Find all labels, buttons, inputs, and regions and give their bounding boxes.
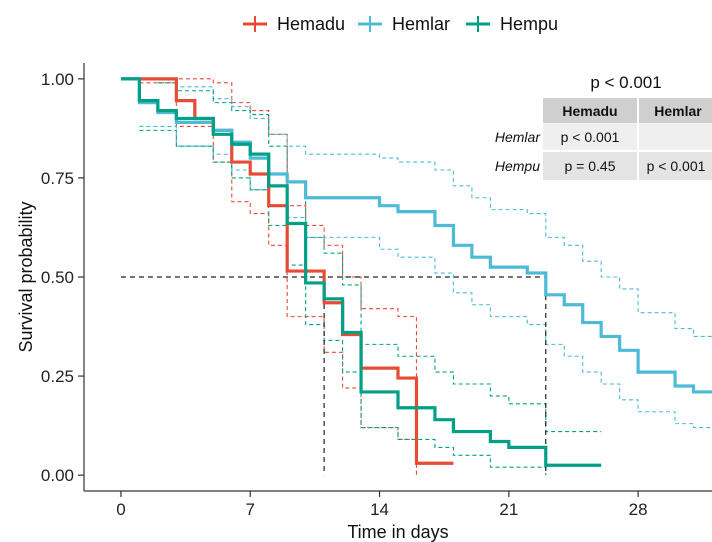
plot-area bbox=[120, 77, 712, 476]
survival-curve-hempu bbox=[120, 77, 602, 467]
table-cell-value: p < 0.001 bbox=[647, 158, 706, 174]
ci-upper-hemlar bbox=[139, 78, 712, 337]
y-ticks: 0.00 0.25 0.50 0.75 1.00 bbox=[41, 70, 84, 485]
legend-item-hemlar: Hemlar bbox=[358, 14, 450, 34]
survival-curve-hemlar bbox=[120, 77, 712, 394]
legend-label-hempu: Hempu bbox=[500, 14, 558, 34]
y-tick-label: 1.00 bbox=[41, 70, 74, 89]
table-cell-r1c1 bbox=[639, 152, 712, 180]
x-tick-label: 21 bbox=[499, 500, 518, 519]
table-cell-r1c0 bbox=[543, 152, 637, 180]
p-value-annotation: p < 0.001 bbox=[590, 73, 661, 92]
x-tick-label: 28 bbox=[629, 500, 648, 519]
x-tick-label: 0 bbox=[116, 500, 125, 519]
survival-curves bbox=[120, 77, 712, 467]
x-ticks: 0 7 14 21 28 bbox=[116, 491, 648, 519]
x-tick-label: 14 bbox=[370, 500, 389, 519]
median-lines bbox=[120, 276, 547, 476]
table-cell-r0c0 bbox=[543, 123, 637, 150]
x-tick-label: 7 bbox=[246, 500, 255, 519]
y-tick-label: 0.50 bbox=[41, 268, 74, 287]
table-col-header: Hemlar bbox=[654, 103, 702, 119]
table-cell-value: p = 0.45 bbox=[565, 158, 616, 174]
y-tick-label: 0.75 bbox=[41, 169, 74, 188]
y-tick-label: 0.00 bbox=[41, 466, 74, 485]
axes: 0.00 0.25 0.50 0.75 1.00 0 7 14 21 28 Time in da… bbox=[16, 63, 712, 542]
y-axis-title: Survival probability bbox=[16, 201, 36, 352]
table-cell-r0c1 bbox=[639, 123, 712, 150]
legend-item-hempu: Hempu bbox=[466, 14, 558, 34]
x-axis-title: Time in days bbox=[347, 522, 448, 542]
table-cell-value: p < 0.001 bbox=[561, 129, 620, 145]
table-header-cell-1 bbox=[639, 98, 712, 123]
legend: Hemadu Hemlar Hempu bbox=[243, 14, 558, 34]
table-row-header: Hemlar bbox=[495, 129, 541, 145]
table-header-cell-0 bbox=[543, 98, 637, 123]
overall-p-value: p < 0.001 bbox=[590, 73, 661, 92]
y-tick-label: 0.25 bbox=[41, 367, 74, 386]
table-col-header: Hemadu bbox=[562, 103, 617, 119]
legend-label-hemlar: Hemlar bbox=[392, 14, 450, 34]
ci-lower-hemadu bbox=[139, 82, 418, 476]
ci-lower-hemlar bbox=[139, 125, 712, 429]
legend-label-hemadu: Hemadu bbox=[277, 14, 345, 34]
table-row-header: Hempu bbox=[495, 158, 540, 174]
ci-upper-hempu bbox=[157, 82, 602, 433]
legend-item-hemadu: Hemadu bbox=[243, 14, 345, 34]
pairwise-p-table: Hemadu Hemlar Hemlar Hempu p < 0.001 p =… bbox=[495, 98, 712, 180]
